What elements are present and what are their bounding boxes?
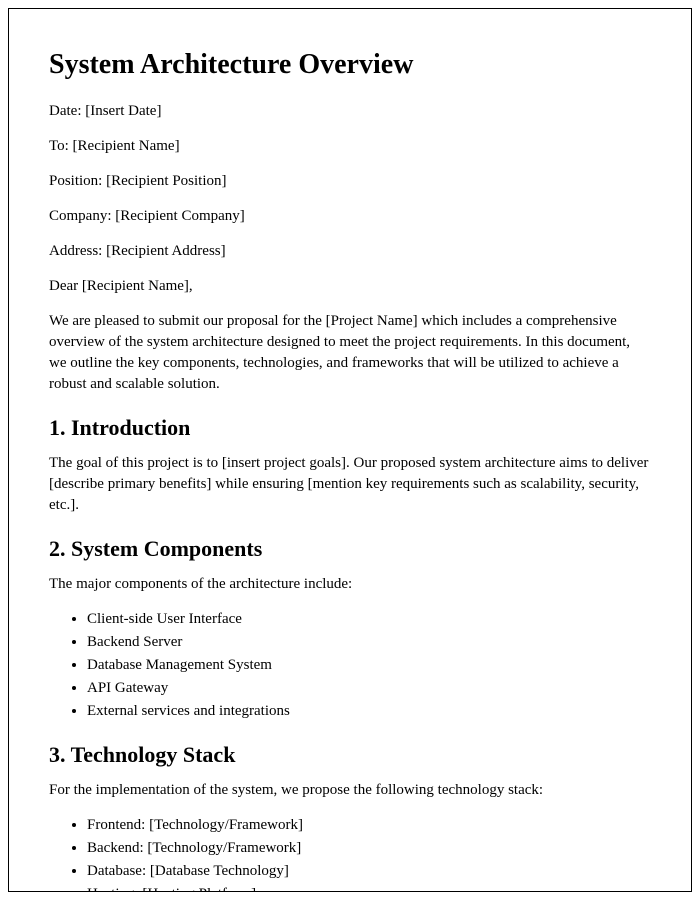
list-item: Database: [Database Technology]	[87, 861, 651, 882]
list-item: Backend Server	[87, 632, 651, 653]
meta-to: To: [Recipient Name]	[49, 136, 651, 157]
list-item: Hosting: [Hosting Platform]	[87, 884, 651, 892]
list-item: Backend: [Technology/Framework]	[87, 838, 651, 859]
section-3-list: Frontend: [Technology/Framework] Backend…	[49, 815, 651, 892]
section-3-body: For the implementation of the system, we…	[49, 780, 651, 801]
salutation: Dear [Recipient Name],	[49, 276, 651, 297]
section-1-heading: 1. Introduction	[49, 415, 651, 441]
section-2-heading: 2. System Components	[49, 536, 651, 562]
list-item: Database Management System	[87, 655, 651, 676]
list-item: API Gateway	[87, 678, 651, 699]
list-item: Frontend: [Technology/Framework]	[87, 815, 651, 836]
list-item: External services and integrations	[87, 701, 651, 722]
meta-date: Date: [Insert Date]	[49, 101, 651, 122]
meta-position: Position: [Recipient Position]	[49, 171, 651, 192]
meta-company: Company: [Recipient Company]	[49, 206, 651, 227]
document-page: System Architecture Overview Date: [Inse…	[8, 8, 692, 892]
document-title: System Architecture Overview	[49, 49, 651, 81]
intro-paragraph: We are pleased to submit our proposal fo…	[49, 311, 651, 395]
section-2-body: The major components of the architecture…	[49, 574, 651, 595]
section-1-body: The goal of this project is to [insert p…	[49, 453, 651, 516]
section-2-list: Client-side User Interface Backend Serve…	[49, 609, 651, 722]
list-item: Client-side User Interface	[87, 609, 651, 630]
section-3-heading: 3. Technology Stack	[49, 742, 651, 768]
meta-address: Address: [Recipient Address]	[49, 241, 651, 262]
